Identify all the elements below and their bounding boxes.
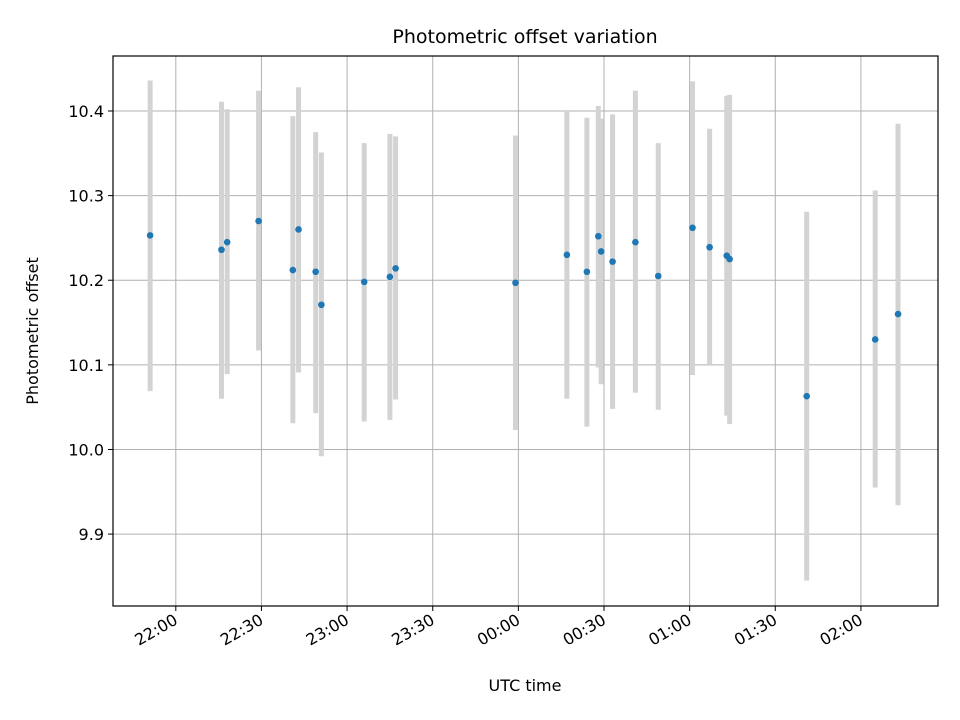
y-tick-label: 10.4 (68, 102, 104, 121)
data-point (146, 232, 154, 239)
y-axis-ticks: 9.9 10.0 10.1 10.2 10.3 10.4 (68, 102, 113, 544)
data-point (583, 268, 591, 276)
data-point (255, 217, 262, 225)
data-point (803, 392, 810, 400)
data-point (392, 265, 399, 272)
data-point (512, 279, 519, 287)
data-point (632, 238, 639, 246)
data-point (318, 301, 325, 309)
data-point (894, 310, 902, 318)
y-tick-label: 10.2 (68, 271, 104, 290)
data-point (563, 251, 571, 259)
data-point (218, 246, 225, 254)
chart-title: Photometric offset variation (392, 26, 657, 48)
data-point (594, 232, 602, 240)
data-point (360, 278, 368, 286)
x-axis-label: UTC time (489, 676, 562, 695)
data-point (726, 255, 733, 263)
data-point (597, 248, 605, 255)
data-point (654, 272, 662, 280)
data-point (223, 238, 231, 246)
data-point (295, 226, 302, 233)
y-tick-label: 10.0 (68, 440, 104, 459)
y-tick-label: 9.9 (79, 525, 104, 544)
plot-frame (112, 55, 939, 607)
grid (113, 56, 938, 606)
data-point (871, 336, 879, 343)
y-tick-label: 10.1 (68, 356, 104, 375)
data-point (609, 258, 616, 265)
data-point (289, 266, 297, 274)
y-tick-label: 10.3 (68, 187, 104, 206)
data-points (146, 217, 902, 400)
data-point (312, 268, 319, 276)
data-point (386, 273, 394, 281)
y-axis-label: Photometric offset (23, 257, 42, 405)
data-point (706, 243, 713, 251)
data-point (689, 224, 696, 232)
